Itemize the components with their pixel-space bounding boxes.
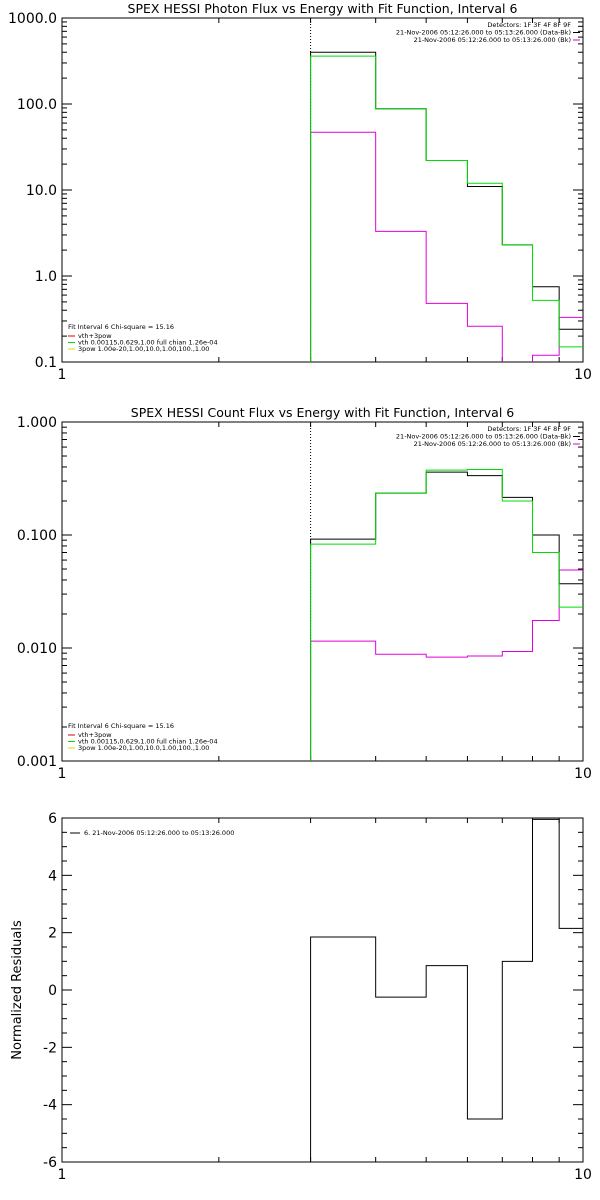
legend-entry: vth 0.00115,0.629,1.00 full chian 1.26e-…: [78, 738, 218, 746]
y-tick-label: 0.1: [35, 355, 57, 371]
y-tick-label: 2: [48, 926, 57, 942]
x-tick-label: 1: [58, 766, 67, 782]
plot-frame: [61, 17, 584, 363]
legend-entry: vth+3pow: [78, 332, 112, 340]
y-tick-label: 0.100: [17, 528, 57, 544]
legend-entry: vth+3pow: [78, 731, 112, 739]
y-tick-label: 1.000: [17, 415, 57, 431]
x-tick-label: 1: [58, 367, 67, 383]
legend-entry: 3pow 1.00e-20,1.00,10.0,1.00,100.,1.00: [78, 345, 209, 353]
series-line-3: [310, 569, 583, 761]
series-line-1: [310, 471, 583, 761]
y-tick-label: 4: [48, 868, 57, 884]
legend-entry: 21-Nov-2006 05:12:26.000 to 05:13:26.000…: [414, 36, 571, 44]
x-tick-label: 10: [574, 766, 592, 782]
chart-panel-1: SPEX HESSI Photon Flux vs Energy with Fi…: [8, 1, 592, 383]
chart-panel-3: 1 10 -6 -4 -2 0 2 4 6 Normalized Residuals 6. 21-N…: [10, 811, 592, 1183]
legend-entry: 21-Nov-2006 05:12:26.000 to 05:13:26.000…: [396, 29, 571, 37]
x-tick-label: 10: [574, 1167, 592, 1183]
y-tick-label: -6: [43, 1155, 57, 1171]
x-tick-label: 1: [58, 1167, 67, 1183]
plot-frame: [61, 817, 584, 1163]
y-tick-label: 6: [48, 811, 57, 827]
legend-entry: 21-Nov-2006 05:12:26.000 to 05:13:26.000…: [414, 440, 571, 448]
legend-title: Fit Interval 6 Chi-square = 15.16: [68, 323, 174, 331]
y-tick-label: -4: [43, 1098, 57, 1114]
y-tick-label: 1.0: [35, 269, 57, 285]
chart-title: SPEX HESSI Photon Flux vs Energy with Fi…: [128, 1, 518, 16]
legend-entry: 6. 21-Nov-2006 05:12:26.000 to 05:13:26.…: [84, 829, 234, 837]
legend-title: Fit Interval 6 Chi-square = 15.16: [68, 722, 174, 730]
series-line-1: [310, 818, 583, 1162]
y-tick-label: 0.001: [17, 754, 57, 770]
series-line-2: [310, 468, 583, 761]
legend-entry: Detectors: 1F 3F 4F 8F 9F: [487, 21, 571, 29]
y-tick-label: 1000.0: [8, 11, 57, 27]
series-line-2: [310, 55, 583, 362]
legend-entry: 3pow 1.00e-20,1.00,10.0,1.00,100.,1.00: [78, 744, 209, 752]
legend-entry: 21-Nov-2006 05:12:26.000 to 05:13:26.000…: [396, 433, 571, 441]
y-tick-label: 100.0: [17, 97, 57, 113]
legend-entry: Detectors: 1F 3F 4F 8F 9F: [487, 425, 571, 433]
series-line-3: [310, 131, 583, 362]
series-line-1: [310, 51, 583, 362]
chart-title: SPEX HESSI Count Flux vs Energy with Fit…: [131, 405, 514, 420]
y-tick-label: -2: [43, 1040, 57, 1056]
plot-frame: [61, 421, 584, 762]
y-tick-label: 0: [48, 983, 57, 999]
y-tick-label: 0.010: [17, 641, 57, 657]
chart-panel-2: SPEX HESSI Count Flux vs Energy with Fit…: [17, 405, 592, 782]
y-axis-label: Normalized Residuals: [10, 920, 25, 1060]
x-tick-label: 10: [574, 367, 592, 383]
y-tick-label: 10.0: [26, 183, 57, 199]
legend-entry: vth 0.00115,0.629,1.00 full chian 1.26e-…: [78, 339, 218, 347]
